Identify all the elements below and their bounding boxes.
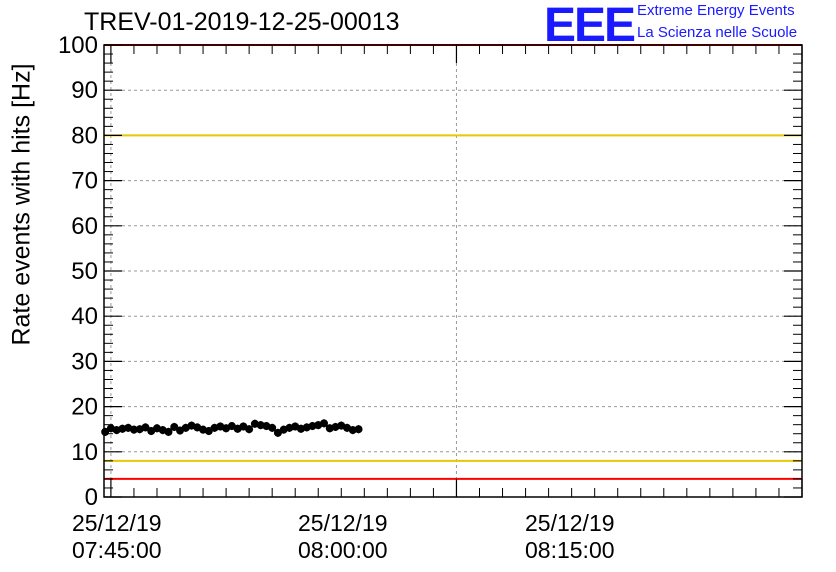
data-point xyxy=(170,422,179,431)
x-tick-time: 08:00:00 xyxy=(298,537,388,563)
x-tick-date: 25/12/19 xyxy=(72,510,162,536)
data-point xyxy=(354,425,363,434)
x-tick-label: 25/12/19 08:15:00 xyxy=(525,510,615,564)
y-tick-label: 100 xyxy=(58,32,98,59)
plot-frame xyxy=(103,44,803,498)
y-tick-label: 20 xyxy=(71,394,98,421)
y-tick-label: 0 xyxy=(85,484,98,511)
y-tick-label: 40 xyxy=(71,303,98,330)
data-point xyxy=(319,419,328,428)
x-tick-label: 25/12/19 07:45:00 xyxy=(72,510,162,564)
y-tick-label: 60 xyxy=(71,213,98,240)
x-tick-time: 07:45:00 xyxy=(72,537,162,563)
logo-line-1: Extreme Energy Events xyxy=(637,2,795,19)
data-point xyxy=(129,425,138,434)
x-tick-time: 08:15:00 xyxy=(525,537,615,563)
y-tick-label: 80 xyxy=(71,122,98,149)
x-tick-date: 25/12/19 xyxy=(525,510,615,536)
data-point xyxy=(101,427,110,436)
x-tick-label: 25/12/19 08:00:00 xyxy=(298,510,388,564)
y-tick-label: 70 xyxy=(71,168,98,195)
y-tick-label: 10 xyxy=(71,439,98,466)
y-tick-label: 50 xyxy=(71,258,98,285)
data-point xyxy=(268,423,277,432)
reference-lines xyxy=(104,44,802,480)
x-tick-date: 25/12/19 xyxy=(298,510,388,536)
chart-title: TREV-01-2019-12-25-00013 xyxy=(84,8,400,36)
y-tick-label: 90 xyxy=(71,77,98,104)
y-tick-label: 30 xyxy=(71,348,98,375)
data-series xyxy=(101,419,363,437)
eee-logo: EEE xyxy=(544,0,636,52)
logo-line-2: La Scienza nelle Scuole xyxy=(637,24,798,41)
data-point xyxy=(245,425,254,434)
data-point xyxy=(141,423,150,432)
y-tick-labels: 0 10 20 30 40 50 60 70 80 90 100 xyxy=(58,32,98,511)
data-point xyxy=(164,427,173,436)
y-axis-label: Rate events with hits [Hz] xyxy=(7,63,36,346)
